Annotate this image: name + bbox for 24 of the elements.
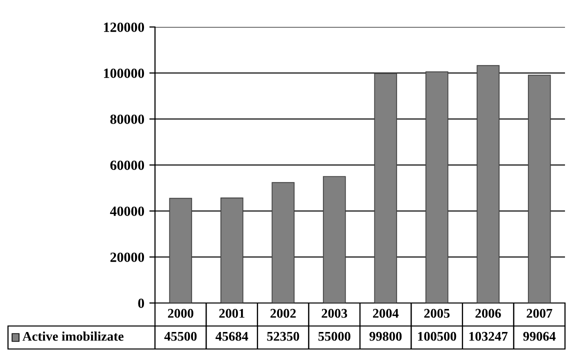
data-label: 100500 <box>418 332 456 341</box>
legend-label: Active imobilizate <box>22 332 124 341</box>
x-tick-label: 2004 <box>372 308 399 318</box>
x-tick-label: 2000 <box>168 308 194 318</box>
y-tick-label: 60000 <box>110 160 144 170</box>
y-tick-label: 40000 <box>110 206 144 216</box>
data-label: 45684 <box>216 332 248 341</box>
data-label: 99800 <box>369 332 402 341</box>
y-tick-label: 0 <box>138 298 144 308</box>
y-tick-label: 80000 <box>110 114 144 124</box>
x-tick-label: 2003 <box>322 308 348 318</box>
data-label: 103247 <box>469 332 508 341</box>
x-tick-label: 2001 <box>219 308 244 318</box>
data-label: 52350 <box>267 332 300 341</box>
x-tick-label: 2007 <box>526 308 552 318</box>
x-tick-label: 2006 <box>475 308 501 318</box>
y-tick-label: 120000 <box>104 22 144 32</box>
data-label: 99064 <box>523 332 556 341</box>
data-label: 55000 <box>318 332 350 341</box>
x-tick-label: 2002 <box>270 308 296 318</box>
x-tick-label: 2005 <box>424 308 450 318</box>
data-label: 45500 <box>164 332 197 341</box>
y-tick-label: 100000 <box>104 68 144 78</box>
y-tick-label: 20000 <box>110 252 144 262</box>
